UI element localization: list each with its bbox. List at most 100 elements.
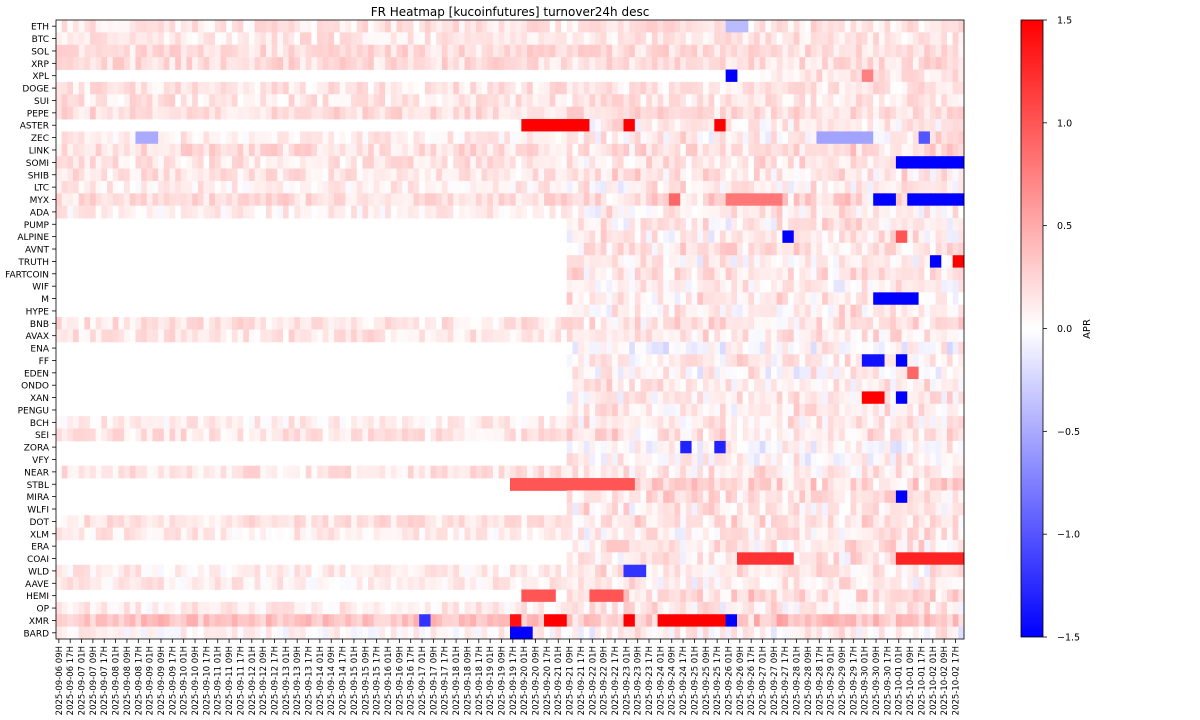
heatmap-cell — [481, 81, 488, 95]
heatmap-cell — [759, 143, 766, 157]
heatmap-cell — [810, 94, 817, 108]
heatmap-cell — [629, 94, 636, 108]
heatmap-cell — [538, 193, 545, 207]
heatmap-cell — [583, 552, 590, 566]
heatmap-cell — [833, 403, 840, 417]
heatmap-cell — [521, 32, 528, 46]
heatmap-cell — [515, 57, 522, 70]
heatmap-cell — [907, 304, 914, 318]
heatmap-cell — [101, 180, 108, 194]
heatmap-cell — [884, 539, 891, 553]
heatmap-cell — [413, 131, 420, 145]
heatmap-cell — [73, 168, 80, 182]
heatmap-cell — [912, 366, 919, 380]
heatmap-cell — [254, 180, 261, 194]
heatmap-cell — [646, 515, 653, 528]
heatmap-cell — [674, 465, 681, 479]
heatmap-cell — [566, 44, 573, 58]
heatmap-cell — [816, 180, 823, 194]
heatmap-cell — [805, 317, 812, 330]
heatmap-cell — [708, 255, 715, 268]
heatmap-cell — [929, 341, 937, 355]
heatmap-cell — [311, 106, 318, 120]
heatmap-cell — [169, 81, 176, 95]
heatmap-cell — [396, 156, 403, 169]
heatmap-cell — [805, 131, 812, 145]
heatmap-cell — [629, 403, 636, 417]
heatmap-cell — [697, 317, 704, 330]
heatmap-cell — [946, 453, 954, 467]
heatmap-cell — [935, 317, 942, 330]
heatmap-cell — [504, 515, 511, 528]
heatmap-cell — [112, 131, 119, 145]
heatmap-cell — [209, 329, 216, 343]
heatmap-cell — [651, 218, 658, 231]
heatmap-cell — [175, 32, 182, 46]
heatmap-cell — [725, 119, 732, 132]
heatmap-cell — [107, 205, 114, 219]
heatmap-cell — [265, 94, 273, 108]
heatmap-cell — [589, 527, 596, 541]
heatmap-cell — [322, 193, 329, 207]
heatmap-cell — [317, 329, 324, 343]
heatmap-cell — [827, 478, 834, 491]
heatmap-cell — [214, 131, 221, 145]
heatmap-cell — [504, 180, 511, 194]
heatmap-cell — [345, 156, 352, 169]
heatmap-cell — [827, 379, 834, 392]
heatmap-cell — [578, 168, 585, 182]
heatmap-cell — [759, 242, 766, 256]
heatmap-cell — [833, 180, 840, 194]
heatmap-cell — [952, 403, 959, 417]
heatmap-cell — [935, 465, 942, 479]
heatmap-cell — [578, 193, 585, 207]
heatmap-cell — [929, 453, 937, 467]
heatmap-cell — [816, 57, 823, 70]
heatmap-cell — [288, 329, 295, 343]
heatmap-cell — [390, 32, 397, 46]
heatmap-cell — [583, 94, 590, 108]
heatmap-cell — [685, 465, 692, 479]
heatmap-cell — [765, 156, 772, 169]
heatmap-cell — [180, 205, 187, 219]
heatmap-cell — [674, 44, 681, 58]
heatmap-cell — [867, 465, 874, 479]
heatmap-cell — [850, 156, 857, 169]
heatmap-cell — [674, 292, 681, 306]
heatmap-cell — [782, 94, 789, 108]
heatmap-cell — [810, 304, 817, 318]
heatmap-cell — [158, 168, 165, 182]
heatmap-cell — [946, 218, 954, 231]
heatmap-cell — [612, 379, 619, 392]
heatmap-cell — [67, 527, 74, 541]
heatmap-cell — [328, 20, 335, 33]
heatmap-cell — [135, 193, 142, 207]
heatmap-cell — [924, 267, 931, 281]
heatmap-cell — [850, 428, 857, 442]
heatmap-cell — [946, 143, 954, 157]
heatmap-cell — [929, 403, 937, 417]
heatmap-cell — [606, 502, 613, 516]
heatmap-cell — [867, 156, 874, 169]
heatmap-cell — [810, 292, 817, 306]
heatmap-cell — [884, 69, 891, 83]
heatmap-cell — [192, 32, 199, 46]
heatmap-cell — [61, 205, 68, 219]
heatmap-cell — [617, 465, 624, 479]
heatmap-cell — [606, 329, 613, 343]
heatmap-cell — [685, 81, 692, 95]
heatmap-cell — [544, 478, 551, 491]
heatmap-cell — [680, 242, 687, 256]
heatmap-cell — [822, 143, 829, 157]
heatmap-cell — [566, 304, 573, 318]
heatmap-cell — [356, 131, 363, 145]
heatmap-cell — [691, 366, 698, 380]
heatmap-cell — [861, 242, 868, 256]
heatmap-cell — [680, 304, 687, 318]
heatmap-cell — [600, 242, 607, 256]
heatmap-cell — [67, 205, 74, 219]
heatmap-cell — [895, 44, 902, 58]
heatmap-cell — [719, 552, 727, 566]
heatmap-cell — [566, 502, 573, 516]
heatmap-cell — [197, 143, 204, 157]
